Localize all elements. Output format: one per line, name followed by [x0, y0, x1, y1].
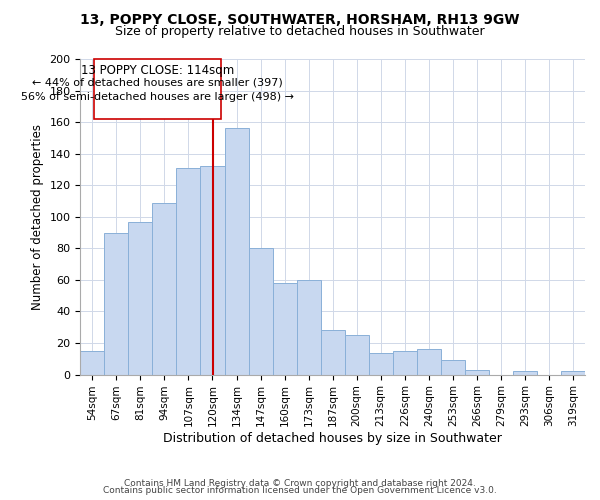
Bar: [296, 280, 320, 374]
Bar: [320, 330, 344, 374]
FancyBboxPatch shape: [94, 59, 221, 119]
Y-axis label: Number of detached properties: Number of detached properties: [31, 124, 44, 310]
Text: Contains HM Land Registry data © Crown copyright and database right 2024.: Contains HM Land Registry data © Crown c…: [124, 478, 476, 488]
Bar: [465, 370, 489, 374]
Text: 13, POPPY CLOSE, SOUTHWATER, HORSHAM, RH13 9GW: 13, POPPY CLOSE, SOUTHWATER, HORSHAM, RH…: [80, 12, 520, 26]
Text: Size of property relative to detached houses in Southwater: Size of property relative to detached ho…: [115, 25, 485, 38]
Bar: [393, 351, 417, 374]
Bar: [152, 202, 176, 374]
Bar: [224, 128, 248, 374]
Bar: [80, 351, 104, 374]
Bar: [272, 283, 296, 374]
Text: Contains public sector information licensed under the Open Government Licence v3: Contains public sector information licen…: [103, 486, 497, 495]
Bar: [104, 232, 128, 374]
Bar: [128, 222, 152, 374]
X-axis label: Distribution of detached houses by size in Southwater: Distribution of detached houses by size …: [163, 432, 502, 445]
Bar: [417, 350, 441, 374]
Bar: [441, 360, 465, 374]
Bar: [513, 372, 537, 374]
Bar: [200, 166, 224, 374]
Bar: [369, 352, 393, 374]
Bar: [248, 248, 272, 374]
Text: 56% of semi-detached houses are larger (498) →: 56% of semi-detached houses are larger (…: [21, 92, 294, 102]
Bar: [561, 372, 585, 374]
Bar: [344, 335, 369, 374]
Bar: [176, 168, 200, 374]
Text: 13 POPPY CLOSE: 114sqm: 13 POPPY CLOSE: 114sqm: [81, 64, 234, 76]
Text: ← 44% of detached houses are smaller (397): ← 44% of detached houses are smaller (39…: [32, 78, 283, 88]
